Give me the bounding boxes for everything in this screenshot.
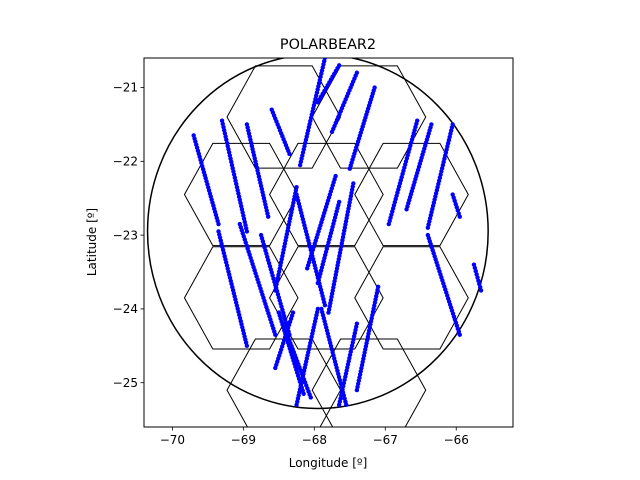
x-tick-label: −67	[373, 433, 398, 447]
y-tick-label: −21	[113, 81, 138, 95]
chart-title: POLARBEAR2	[280, 37, 376, 53]
data-point	[287, 151, 292, 157]
data-point	[450, 122, 455, 127]
hexagon-3	[183, 142, 299, 247]
hexagon-4	[269, 142, 384, 247]
data-point	[216, 221, 221, 227]
data-point	[244, 343, 250, 349]
data-point	[315, 306, 321, 312]
hexagon-10	[311, 338, 427, 427]
hexagon-8	[354, 246, 469, 350]
hexagon-5	[354, 142, 469, 247]
y-tick-label: −25	[113, 376, 138, 390]
x-tick-label: −70	[160, 433, 185, 447]
y-tick-label: −23	[113, 228, 138, 242]
data-point	[351, 181, 356, 186]
data-point	[344, 402, 349, 408]
data-point	[273, 332, 278, 337]
x-tick-label: −69	[231, 433, 256, 447]
data-point	[354, 321, 360, 326]
data-point	[457, 332, 462, 337]
focal-plane-circle	[146, 58, 489, 410]
overlay-shapes	[146, 58, 489, 427]
data-point	[429, 122, 434, 127]
scatter-points	[191, 58, 484, 408]
data-point	[301, 391, 306, 396]
x-axis-ticks: −70 −69 −68 −67 −66	[160, 427, 469, 447]
data-point	[457, 214, 462, 219]
data-point	[478, 288, 484, 293]
data-point	[244, 229, 250, 234]
y-axis-label: Latitude [º]	[85, 208, 99, 276]
data-point	[354, 70, 360, 75]
data-point	[308, 395, 313, 400]
data-point	[322, 58, 328, 61]
hexagon-1	[226, 65, 342, 169]
data-point	[372, 85, 377, 90]
x-tick-label: −66	[444, 433, 469, 447]
hexagon-7	[269, 246, 384, 350]
y-axis-ticks: −21 −22 −23 −24 −25	[113, 81, 144, 390]
data-point	[336, 199, 342, 205]
data-point	[290, 310, 296, 315]
data-point	[265, 214, 271, 219]
data-point	[336, 63, 342, 68]
data-point	[322, 303, 328, 308]
data-point	[333, 173, 338, 179]
x-tick-label: −68	[302, 433, 327, 447]
data-point	[294, 184, 299, 190]
hexagon-6	[183, 246, 299, 350]
y-tick-label: −24	[113, 302, 138, 316]
y-tick-label: −22	[113, 155, 138, 169]
data-point	[415, 118, 420, 123]
x-axis-label: Longitude [º]	[289, 456, 368, 470]
data-point	[375, 284, 381, 289]
